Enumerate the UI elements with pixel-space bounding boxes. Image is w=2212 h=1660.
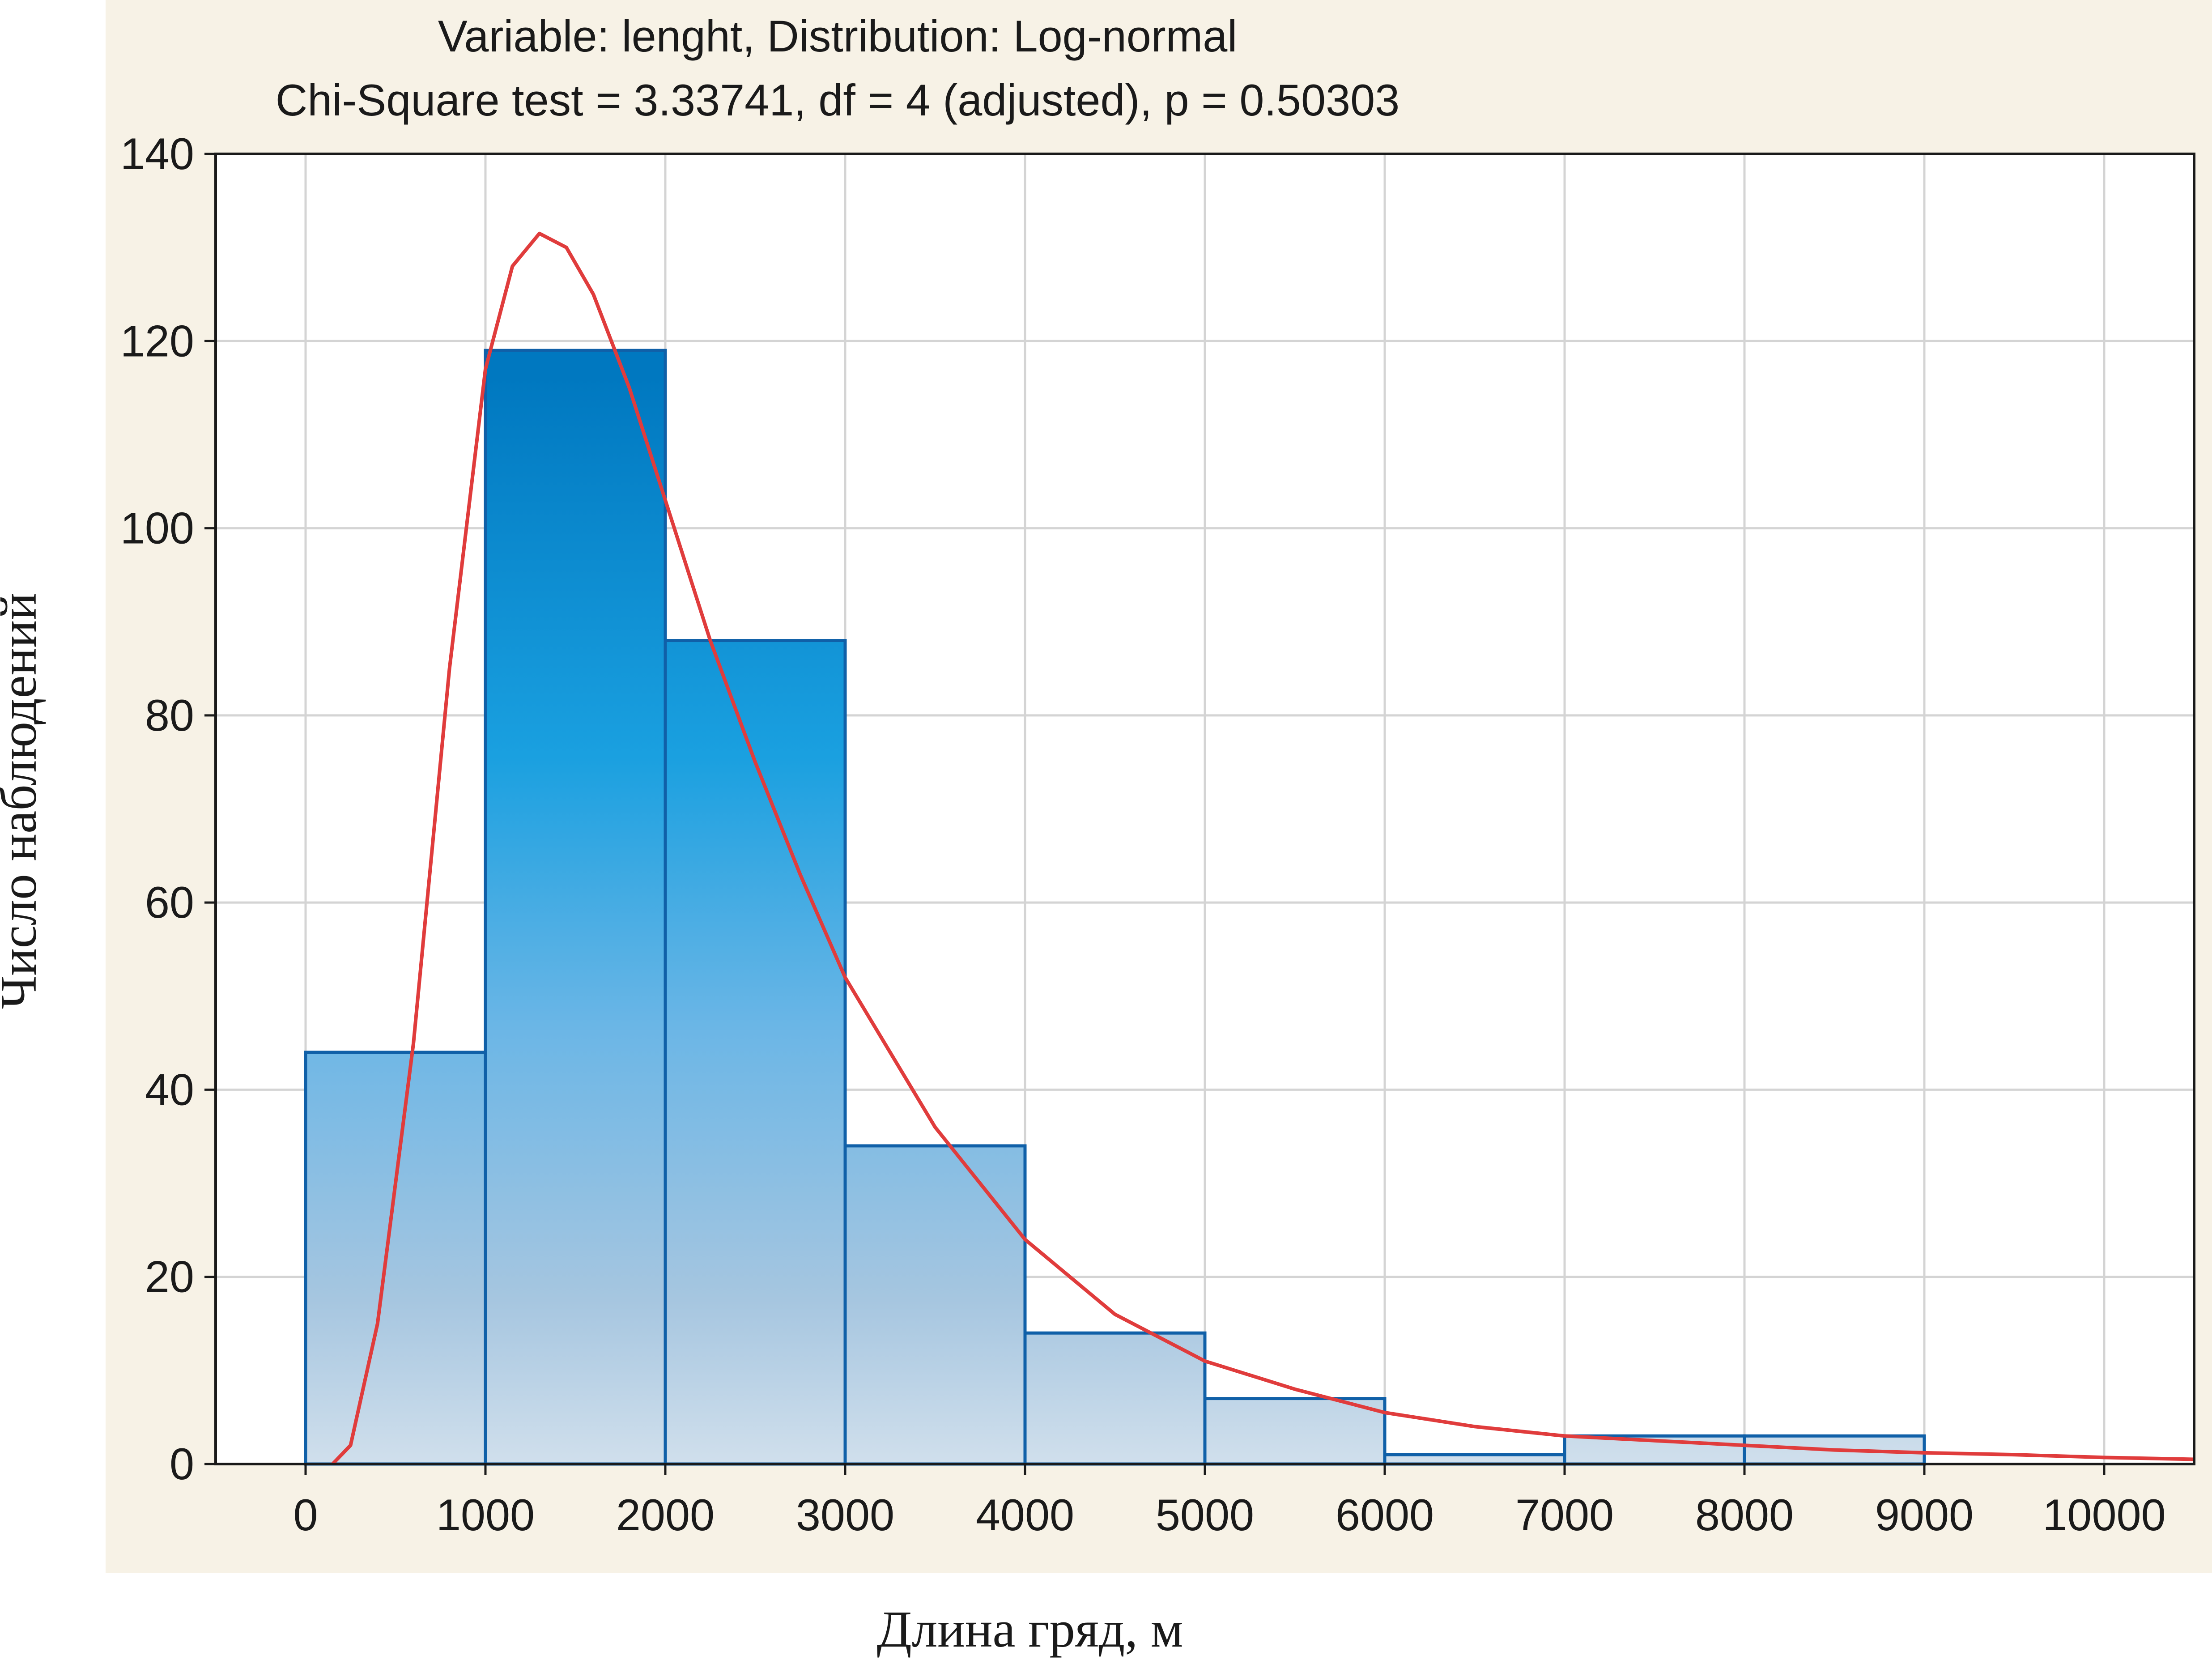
bars bbox=[304, 349, 1926, 1466]
histogram-bar bbox=[1383, 1453, 1566, 1466]
y-axis-label: Число наблюдений bbox=[0, 593, 47, 1009]
y-tick-label: 80 bbox=[145, 690, 194, 740]
x-tick-label: 3000 bbox=[796, 1490, 894, 1540]
histogram-bar bbox=[1203, 1397, 1387, 1466]
x-tick-label: 4000 bbox=[976, 1490, 1074, 1540]
fit-curve bbox=[331, 231, 2195, 1465]
y-tick-label: 100 bbox=[120, 503, 194, 553]
chart-title: Variable: lenght, Distribution: Log-norm… bbox=[438, 11, 1238, 61]
x-tick-label: 0 bbox=[293, 1490, 318, 1540]
histogram-bar bbox=[843, 1144, 1027, 1466]
y-tick-label: 40 bbox=[145, 1064, 194, 1114]
x-tick-label: 8000 bbox=[1695, 1490, 1794, 1540]
x-axis-ticks: 0 1000 2000 3000 4000 5000 6000 7000 8000 9000 100… bbox=[293, 1464, 2166, 1540]
chart-subtitle: Chi-Square test = 3.33741, df = 4 (adjus… bbox=[276, 75, 1400, 125]
x-tick-label: 10000 bbox=[2042, 1490, 2165, 1540]
y-tick-label: 20 bbox=[145, 1252, 194, 1302]
x-axis-label: Длина гряд, м bbox=[876, 1601, 1183, 1658]
y-tick-label: 120 bbox=[120, 316, 194, 366]
x-tick-label: 1000 bbox=[436, 1490, 535, 1540]
x-tick-label: 5000 bbox=[1156, 1490, 1254, 1540]
histogram-bar bbox=[484, 349, 667, 1466]
y-axis-ticks: 0 20 40 60 80 100 120 140 bbox=[120, 129, 216, 1489]
x-tick-label: 7000 bbox=[1515, 1490, 1614, 1540]
histogram-bar bbox=[1023, 1331, 1207, 1466]
x-tick-label: 2000 bbox=[616, 1490, 715, 1540]
x-tick-label: 9000 bbox=[1875, 1490, 1974, 1540]
histogram-bar bbox=[304, 1051, 487, 1466]
y-tick-label: 140 bbox=[120, 129, 194, 179]
fit-curve-group bbox=[331, 231, 2195, 1465]
y-tick-label: 0 bbox=[170, 1439, 194, 1489]
x-tick-label: 6000 bbox=[1336, 1490, 1434, 1540]
y-tick-label: 60 bbox=[145, 877, 194, 927]
